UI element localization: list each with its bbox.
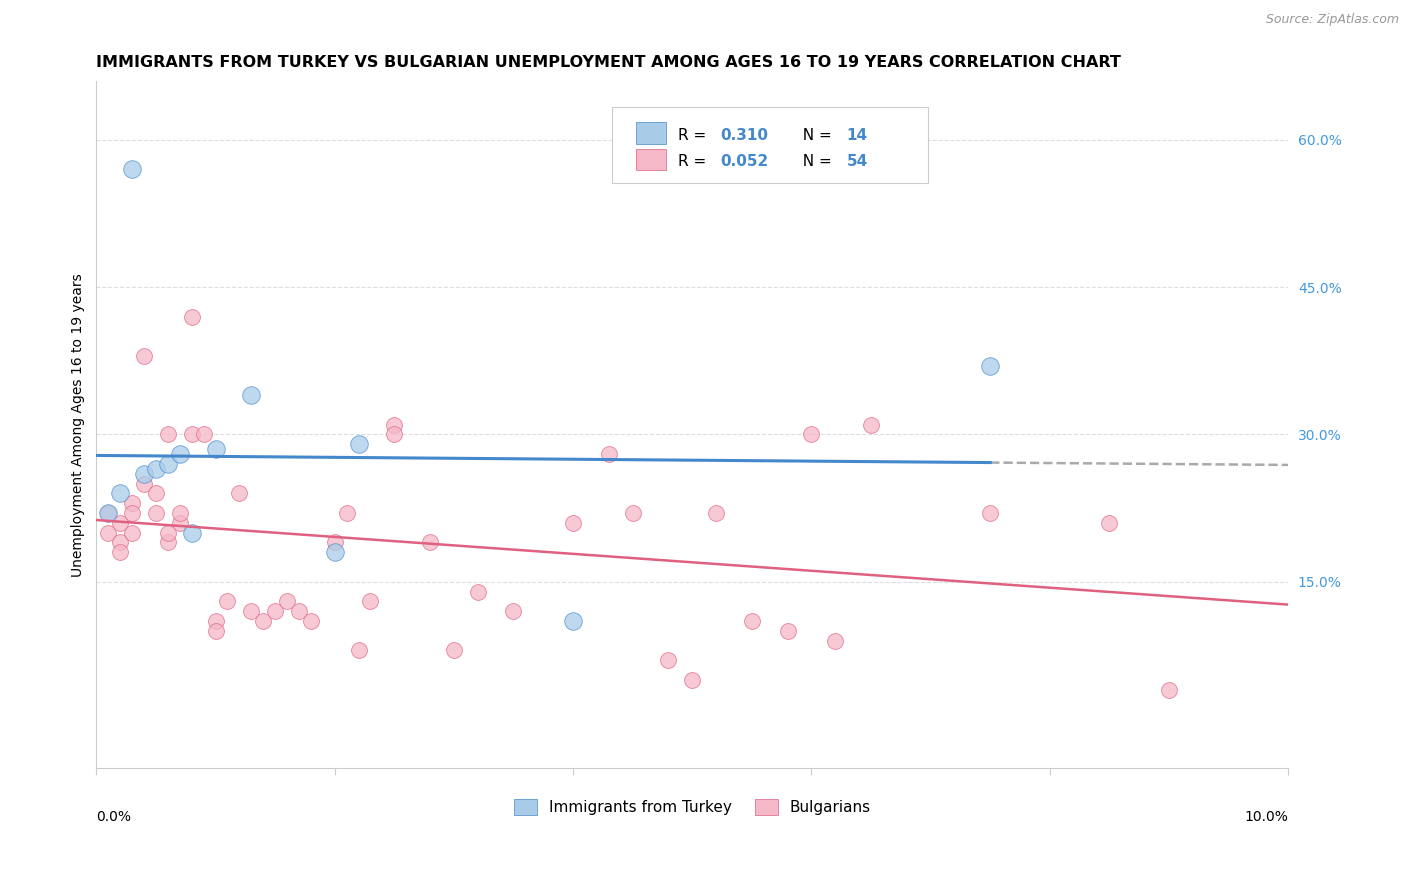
Point [193,427,215,442]
Point [108,545,131,559]
Point [169,447,191,461]
Point [169,506,191,520]
Point [276,594,298,608]
Point [419,535,441,549]
Text: IMMIGRANTS FROM TURKEY VS BULGARIAN UNEMPLOYMENT AMONG AGES 16 TO 19 YEARS CORRE: IMMIGRANTS FROM TURKEY VS BULGARIAN UNEM… [97,55,1121,70]
Point [145,486,167,500]
Point [336,506,359,520]
Point [347,437,370,451]
Point [132,476,155,491]
Point [1098,516,1121,530]
Point [204,624,226,638]
Point [145,506,167,520]
Point [598,447,620,461]
Point [443,643,465,657]
Text: 0.0%: 0.0% [97,810,131,823]
Text: 0.052: 0.052 [720,154,768,169]
Point [217,594,239,608]
Point [979,359,1001,373]
Point [97,506,120,520]
Text: N =: N = [793,154,837,169]
Point [860,417,883,432]
Point [621,506,644,520]
Point [121,525,143,540]
Point [240,388,263,402]
Point [502,604,524,618]
Point [741,614,763,628]
Point [240,604,263,618]
Point [252,614,274,628]
Text: R =: R = [678,154,711,169]
Point [382,427,405,442]
Point [121,162,143,177]
Point [382,417,405,432]
Point [180,310,202,324]
Point [108,516,131,530]
Point [704,506,727,520]
Point [108,535,131,549]
Point [145,462,167,476]
Point [299,614,322,628]
Point [323,535,346,549]
Point [264,604,287,618]
Point [132,349,155,363]
Point [347,643,370,657]
Legend: Immigrants from Turkey, Bulgarians: Immigrants from Turkey, Bulgarians [506,791,879,822]
Point [204,614,226,628]
Text: 14: 14 [846,128,868,143]
Point [180,525,202,540]
Point [323,545,346,559]
Y-axis label: Unemployment Among Ages 16 to 19 years: Unemployment Among Ages 16 to 19 years [72,273,86,576]
Point [121,506,143,520]
Point [288,604,311,618]
Text: N =: N = [793,128,837,143]
Text: 0.310: 0.310 [720,128,768,143]
Point [132,467,155,481]
Point [1157,682,1180,697]
Point [228,486,250,500]
Point [180,427,202,442]
Point [121,496,143,510]
Point [359,594,381,608]
Point [800,427,823,442]
Point [657,653,679,667]
Point [97,506,120,520]
Point [562,516,585,530]
Point [776,624,799,638]
Point [156,427,179,442]
Point [204,442,226,457]
Point [681,673,703,687]
Point [156,535,179,549]
Text: 10.0%: 10.0% [1244,810,1288,823]
Point [562,614,585,628]
Point [467,584,489,599]
Point [156,457,179,471]
Text: Source: ZipAtlas.com: Source: ZipAtlas.com [1265,13,1399,27]
Text: R =: R = [678,128,711,143]
Point [169,516,191,530]
Point [108,486,131,500]
Text: 54: 54 [846,154,868,169]
Point [156,525,179,540]
Point [979,506,1001,520]
Point [824,633,846,648]
Point [97,525,120,540]
